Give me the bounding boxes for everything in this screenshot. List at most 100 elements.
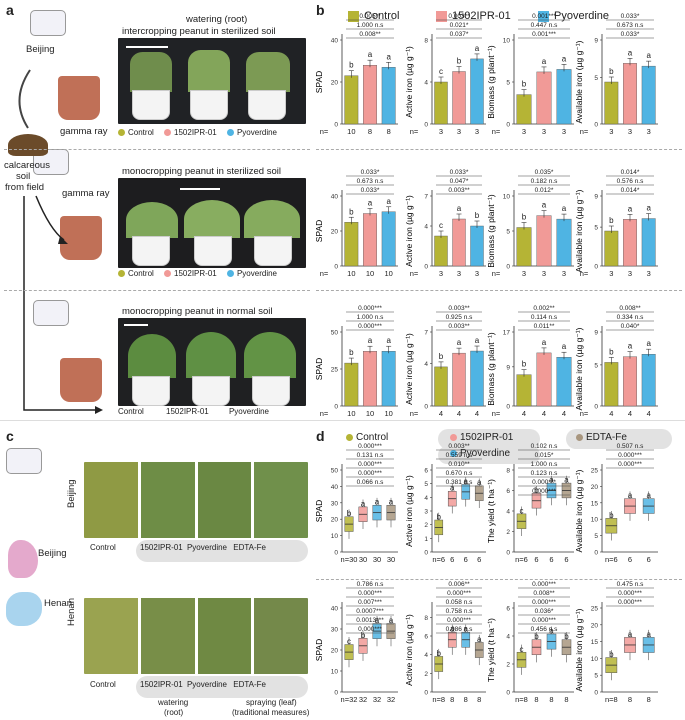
sample-size: 6 [477,555,481,564]
sample-size: 3 [628,127,632,136]
soil-pot-icon [58,76,100,120]
n-label: n= [320,269,329,278]
y-tick-label: 30 [331,500,339,507]
y-tick-label: 7 [424,194,428,201]
section-divider [0,420,685,421]
bar [536,71,552,125]
significance-letter: a [375,498,380,507]
stat-pvalue: 0.014* [621,187,640,194]
bar [381,211,396,267]
stat-pvalue: 0.000*** [532,599,556,606]
sample-size: 8 [564,695,568,704]
stat-pvalue: 0.670 n.s [446,470,473,477]
sample-size: 4 [628,409,632,418]
sample-size: 3 [475,127,479,136]
y-tick-label: 0 [506,404,510,411]
y-tick-label: 0 [594,404,598,411]
panel-label-c: c [6,428,14,444]
n-label: n= [410,269,419,278]
stat-pvalue: 0.000*** [358,461,382,468]
significance-letter: b [522,80,527,89]
y-tick-label: 4 [424,495,428,502]
stat-pvalue: 0.007*** [358,599,382,606]
y-tick-label: 20 [331,80,339,87]
legend-b-control: Control [364,10,400,22]
gamma-ray-label-1: gamma ray [60,126,108,137]
sample-size: 6 [647,555,651,564]
panel-label-b: b [316,2,325,18]
stat-pvalue: 0.0007*** [356,608,384,615]
significance-letter: a [389,616,394,625]
n-label: n= [320,127,329,136]
significance-letter: a [477,635,482,644]
bar [516,94,532,125]
y-tick-label: 40 [331,38,339,45]
sample-size: 10 [384,269,392,278]
bar [623,356,637,407]
y-tick-label: 20 [331,648,339,655]
y-tick-label: 9 [594,38,598,45]
sample-size: 10 [366,269,374,278]
bar [536,215,552,267]
stat-pvalue: 0.925 n.s [446,314,473,321]
n-label: n= [410,409,419,418]
beijing-label: Beijing [26,44,55,55]
sample-size: 3 [562,269,566,278]
row1-title-1: watering (root) [186,14,248,25]
significance-letter: b [534,632,539,641]
y-tick-label: 9 [594,194,598,201]
sample-size: 8 [477,695,481,704]
n-label: n= [410,127,419,136]
significance-letter: b [609,650,614,659]
row3-control-label: Control [118,407,144,416]
stat-pvalue: 0.010** [448,461,470,468]
y-tick-label: 10 [331,533,339,540]
stat-pvalue: 0.033* [621,13,640,20]
sample-size: 8 [549,695,553,704]
stat-pvalue: 0.000*** [532,479,556,486]
y-tick-label: 0 [594,690,598,697]
y-tick-label: 0 [594,550,598,557]
y-tick-label: 6 [506,488,510,495]
sample-size: 4 [439,409,443,418]
separator [316,290,682,291]
y-tick-label: 0 [594,264,598,271]
c-edta-label: EDTA-Fe [233,543,266,552]
significance-letter: a [628,204,633,213]
y-axis-label: Active iron (µg g⁻¹) [404,475,414,547]
significance-letter: b [437,512,442,521]
bar [344,362,359,407]
bar [556,218,572,267]
significance-letter: a [542,201,547,210]
sample-size: 4 [647,409,651,418]
y-axis-label: Available iron (µg g⁻¹) [574,327,584,410]
y-tick-label: 17 [503,330,511,337]
stat-pvalue: 0.123 n.s [531,470,558,477]
y-tick-label: 5 [594,75,598,82]
sample-size: 3 [542,269,546,278]
stat-pvalue: 0.102 n.s [531,443,558,450]
bar [363,213,377,267]
sample-size: 3 [457,269,461,278]
significance-letter: a [646,491,651,500]
legend-swatch-pyoverdine [538,11,549,22]
y-axis-label: Active iron (µg g⁻¹) [404,195,414,267]
stat-pvalue: 0.0013*** [356,617,384,624]
sample-size: 4 [522,409,526,418]
y-axis-label: Available iron (µg g⁻¹) [574,189,584,272]
legend-d-pyoverdine: Pyoverdine [460,448,511,459]
bar [344,222,359,267]
n-label: n= [580,127,589,136]
bar [470,225,484,267]
legend-d: Control [346,432,388,443]
y-tick-label: 0 [506,122,510,129]
y-tick-label: 0 [334,264,338,271]
y-axis-label: Active iron (µg g⁻¹) [404,614,414,686]
significance-letter: a [549,627,554,636]
stat-pvalue: 0.033* [361,187,380,194]
y-tick-label: 0 [334,404,338,411]
sample-size: 4 [542,409,546,418]
y-tick-label: 0 [334,550,338,557]
stat-pvalue: 0.066 n.s [357,479,384,486]
y-axis-label: Active iron (µg g⁻¹) [404,333,414,405]
